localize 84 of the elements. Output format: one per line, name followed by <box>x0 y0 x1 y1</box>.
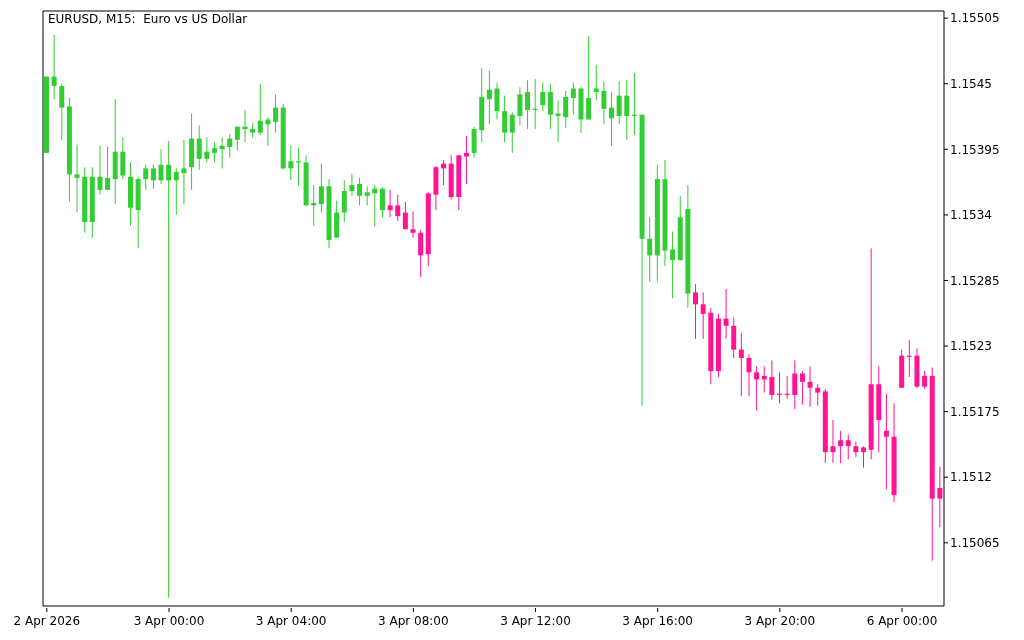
candlestick <box>601 80 607 125</box>
candlestick <box>181 139 187 205</box>
y-tick-label: 1.1545 <box>950 77 992 91</box>
y-tick-label: 1.15395 <box>950 142 1000 157</box>
candlestick <box>227 133 233 159</box>
x-tick-label: 2 Apr 2026 <box>13 614 81 628</box>
x-tick-label: 3 Apr 12:00 <box>500 614 571 628</box>
candlestick <box>120 136 126 180</box>
candlestick <box>563 90 569 129</box>
x-tick-label: 3 Apr 16:00 <box>622 614 693 628</box>
candlestick <box>838 430 844 464</box>
x-tick-label: 3 Apr 20:00 <box>744 614 816 628</box>
candlestick <box>387 189 393 218</box>
candlestick <box>318 163 324 214</box>
candlestick <box>349 172 355 197</box>
candlestick <box>693 283 699 340</box>
candlestick <box>861 445 867 469</box>
candlestick <box>410 210 416 239</box>
candlestick <box>799 370 805 405</box>
candlestick <box>586 35 592 121</box>
candlestick <box>616 80 622 125</box>
candlestick <box>196 124 202 171</box>
y-tick-label: 1.15505 <box>950 11 1000 26</box>
candlestick <box>754 365 760 411</box>
candlestick <box>525 79 531 130</box>
candlestick <box>769 359 775 401</box>
candlestick <box>670 231 676 299</box>
candlestick <box>494 82 500 121</box>
candlestick <box>509 111 515 154</box>
candlestick <box>845 433 851 460</box>
candlestick <box>517 86 523 126</box>
candlestick <box>815 383 821 407</box>
y-tick-label: 1.1523 <box>950 339 992 354</box>
candlestick <box>570 82 576 116</box>
candlestick <box>402 201 408 230</box>
x-tick-label: 3 Apr 00:00 <box>133 614 205 628</box>
candlestick <box>357 177 363 206</box>
candlestick <box>74 144 80 214</box>
candlestick <box>853 440 859 458</box>
candlestick <box>395 194 401 222</box>
x-tick-label: 6 Apr 00:00 <box>866 614 938 628</box>
x-tick-label: 3 Apr 04:00 <box>255 614 327 628</box>
candlestick <box>379 186 385 218</box>
candlestick <box>647 216 653 283</box>
candlestick <box>204 136 210 163</box>
candlestick <box>540 82 546 112</box>
candlestick <box>105 146 111 191</box>
candlestick <box>288 145 294 181</box>
candlestick <box>51 34 57 100</box>
candlestick <box>59 83 65 141</box>
candlestick <box>150 164 156 190</box>
candlestick <box>883 393 889 490</box>
candlestick <box>364 185 370 206</box>
candlestick <box>502 95 508 143</box>
candlestick <box>807 365 813 408</box>
candlestick <box>486 70 492 125</box>
candlestick <box>97 145 103 196</box>
candlestick <box>746 353 752 397</box>
candlestick <box>609 91 615 147</box>
candlestick <box>166 140 172 599</box>
candlestick <box>257 83 263 136</box>
chart-title: EURUSD, M15: Euro vs US Dollar <box>48 12 248 26</box>
candlestick <box>143 164 149 191</box>
y-tick-label: 1.1512 <box>950 470 992 485</box>
x-tick-label: 3 Apr 08:00 <box>378 614 449 628</box>
y-tick-label: 1.15285 <box>950 273 1000 288</box>
candlestick <box>792 359 798 410</box>
candlestick <box>158 148 164 185</box>
y-tick-label: 1.15065 <box>950 536 1000 551</box>
candlestick <box>723 288 729 340</box>
candlestick <box>471 126 477 159</box>
candlestick <box>624 79 630 141</box>
candlestick <box>341 179 347 223</box>
candlestick <box>211 141 217 163</box>
candlestick <box>173 167 179 216</box>
candlestick <box>738 332 744 397</box>
y-tick-label: 1.1534 <box>950 208 992 223</box>
candlestick <box>547 83 553 130</box>
candlestick <box>700 291 706 340</box>
candlestick <box>731 316 737 359</box>
candlestick <box>273 93 279 134</box>
y-tick-label: 1.15175 <box>950 404 1000 419</box>
candlestick <box>830 419 836 464</box>
candlestick <box>418 229 424 278</box>
